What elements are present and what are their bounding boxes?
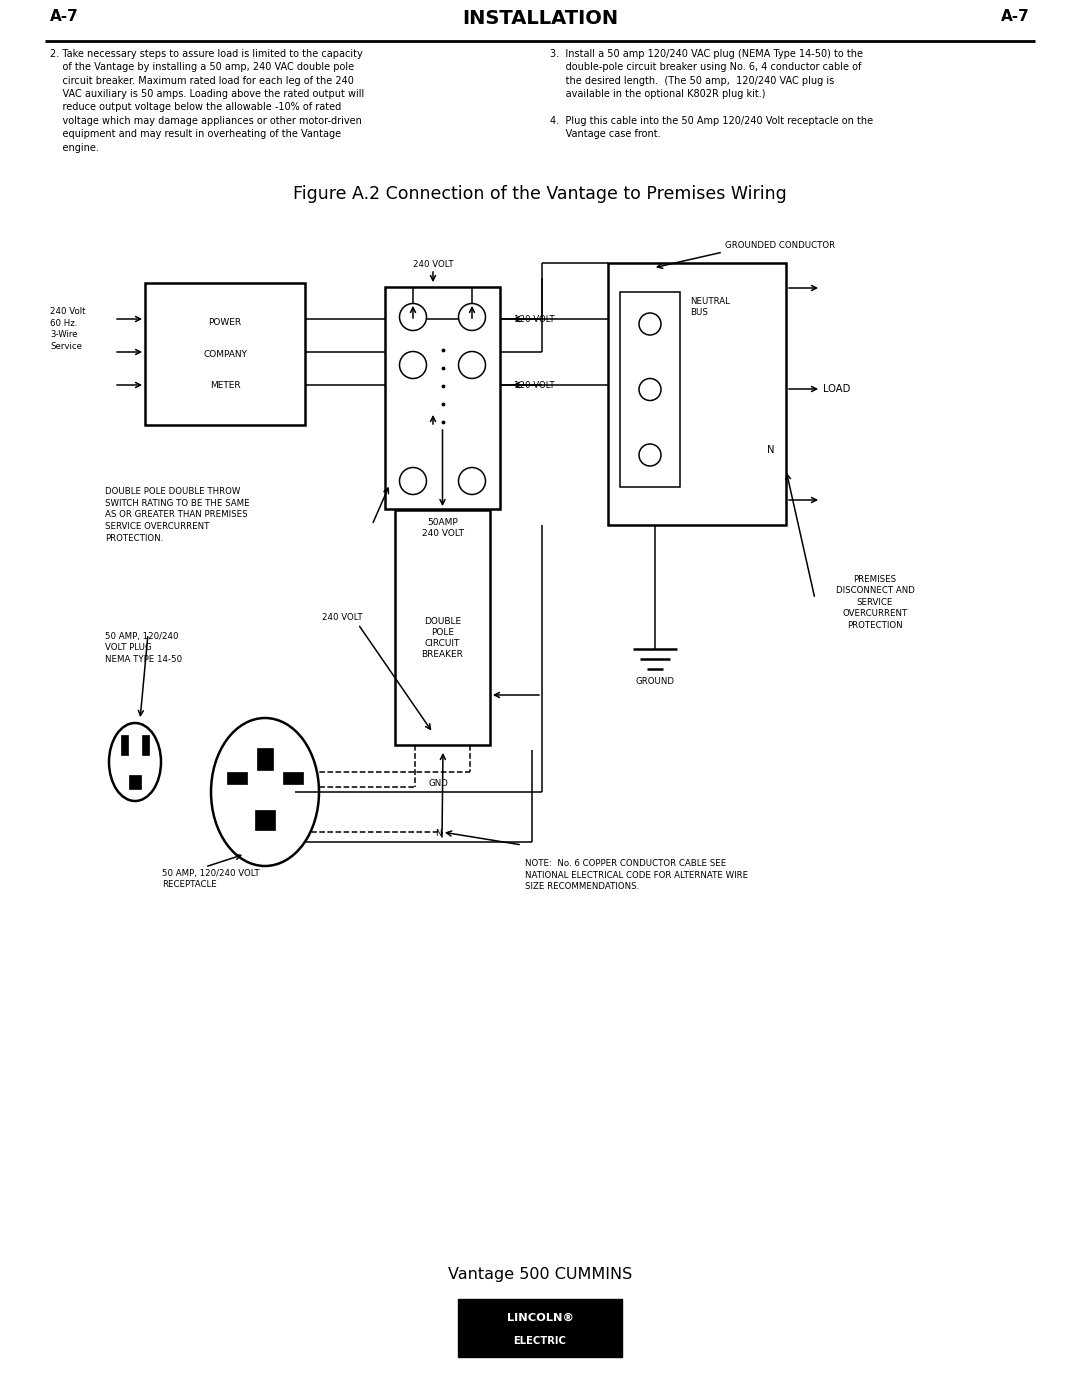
Text: PREMISES
DISCONNECT AND
SERVICE
OVERCURRENT
PROTECTION: PREMISES DISCONNECT AND SERVICE OVERCURR… <box>836 576 915 630</box>
Bar <box>227 773 247 784</box>
Text: 240 VOLT: 240 VOLT <box>322 613 362 622</box>
Text: 120 VOLT: 120 VOLT <box>514 380 555 390</box>
Circle shape <box>639 444 661 467</box>
Text: 50AMP
240 VOLT: 50AMP 240 VOLT <box>421 518 463 538</box>
Bar <box>384 286 500 509</box>
Circle shape <box>400 352 427 379</box>
Bar <box>121 735 129 754</box>
Bar <box>141 735 149 754</box>
Text: DOUBLE POLE DOUBLE THROW
SWITCH RATING TO BE THE SAME
AS OR GREATER THAN PREMISE: DOUBLE POLE DOUBLE THROW SWITCH RATING T… <box>105 488 249 542</box>
Text: A-7: A-7 <box>50 8 79 24</box>
Text: N: N <box>767 446 774 455</box>
Circle shape <box>459 468 486 495</box>
Text: DOUBLE
POLE
CIRCUIT
BREAKER: DOUBLE POLE CIRCUIT BREAKER <box>421 617 463 659</box>
Bar <box>283 773 303 784</box>
Bar <box>620 292 680 488</box>
Text: GND: GND <box>428 780 448 788</box>
Text: COMPANY: COMPANY <box>203 349 247 359</box>
Text: NEUTRAL
BUS: NEUTRAL BUS <box>690 298 730 317</box>
Bar <box>255 810 275 830</box>
Text: Figure A.2 Connection of the Vantage to Premises Wiring: Figure A.2 Connection of the Vantage to … <box>293 184 787 203</box>
Text: ELECTRIC: ELECTRIC <box>514 1336 566 1345</box>
Circle shape <box>459 352 486 379</box>
Circle shape <box>639 313 661 335</box>
Bar <box>458 1299 622 1356</box>
Text: INSTALLATION: INSTALLATION <box>462 8 618 28</box>
Text: 3.  Install a 50 amp 120/240 VAC plug (NEMA Type 14-50) to the
     double-pole : 3. Install a 50 amp 120/240 VAC plug (NE… <box>550 49 873 140</box>
Text: 240 Volt
60 Hz.
3-Wire
Service: 240 Volt 60 Hz. 3-Wire Service <box>50 307 85 351</box>
Text: N: N <box>435 828 442 838</box>
Ellipse shape <box>211 718 319 866</box>
Ellipse shape <box>109 724 161 800</box>
Bar <box>608 263 786 525</box>
Bar <box>257 747 273 770</box>
Circle shape <box>639 379 661 401</box>
Text: LOAD: LOAD <box>823 384 850 394</box>
Text: 2. Take necessary steps to assure load is limited to the capacity
    of the Van: 2. Take necessary steps to assure load i… <box>50 49 364 152</box>
Circle shape <box>400 468 427 495</box>
Bar <box>129 775 141 789</box>
Text: METER: METER <box>210 381 241 390</box>
Text: A-7: A-7 <box>1001 8 1030 24</box>
Text: GROUNDED CONDUCTOR: GROUNDED CONDUCTOR <box>725 240 835 250</box>
Text: NOTE:  No. 6 COPPER CONDUCTOR CABLE SEE
NATIONAL ELECTRICAL CODE FOR ALTERNATE W: NOTE: No. 6 COPPER CONDUCTOR CABLE SEE N… <box>525 859 748 891</box>
Circle shape <box>459 303 486 331</box>
Text: LINCOLN®: LINCOLN® <box>507 1313 573 1323</box>
Bar <box>145 284 305 425</box>
Bar <box>395 510 490 745</box>
Text: Vantage 500 CUMMINS: Vantage 500 CUMMINS <box>448 1267 632 1282</box>
Text: POWER: POWER <box>208 319 242 327</box>
Text: 50 AMP, 120/240
VOLT PLUG
NEMA TYPE 14-50: 50 AMP, 120/240 VOLT PLUG NEMA TYPE 14-5… <box>105 631 183 664</box>
Circle shape <box>400 303 427 331</box>
Text: 50 AMP, 120/240 VOLT
RECEPTACLE: 50 AMP, 120/240 VOLT RECEPTACLE <box>162 869 259 890</box>
Text: GROUND: GROUND <box>635 678 675 686</box>
Text: 240 VOLT: 240 VOLT <box>413 260 454 270</box>
Text: 120 VOLT: 120 VOLT <box>514 314 555 324</box>
